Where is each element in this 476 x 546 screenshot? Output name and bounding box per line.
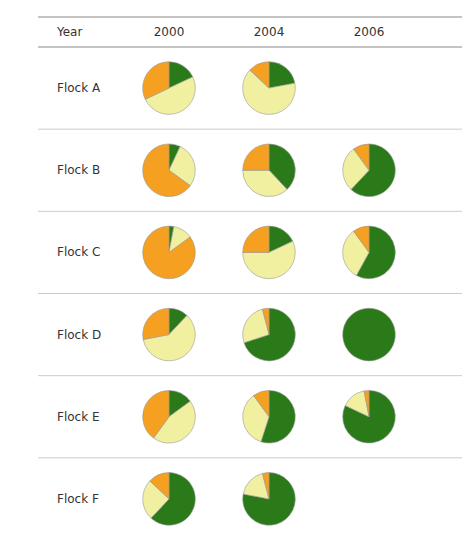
svg-text:Flock C: Flock C — [57, 245, 100, 259]
svg-text:Year: Year — [56, 25, 82, 39]
svg-text:Flock F: Flock F — [57, 492, 99, 506]
svg-text:Flock D: Flock D — [57, 328, 101, 342]
svg-text:2006: 2006 — [354, 25, 385, 39]
svg-text:2000: 2000 — [154, 25, 185, 39]
svg-text:2004: 2004 — [254, 25, 285, 39]
svg-text:Flock A: Flock A — [57, 81, 101, 95]
svg-text:Flock E: Flock E — [57, 410, 100, 424]
svg-text:Flock B: Flock B — [57, 163, 100, 177]
